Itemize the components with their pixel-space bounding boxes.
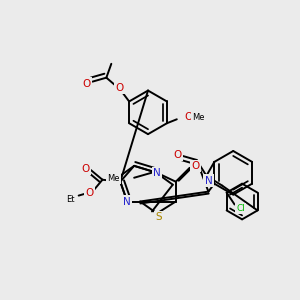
Text: O: O [85,188,94,198]
Text: Me: Me [107,174,120,183]
Text: N: N [123,196,131,206]
Text: N: N [205,176,212,186]
Text: N: N [153,168,161,178]
Text: Cl: Cl [236,204,245,213]
Text: O: O [191,161,200,171]
Text: O: O [174,150,182,160]
Text: Et: Et [67,195,75,204]
Text: Me: Me [192,113,205,122]
Text: O: O [82,164,90,174]
Text: O: O [82,79,91,88]
Text: O: O [115,82,123,93]
Text: O: O [184,112,193,122]
Text: S: S [156,212,162,222]
